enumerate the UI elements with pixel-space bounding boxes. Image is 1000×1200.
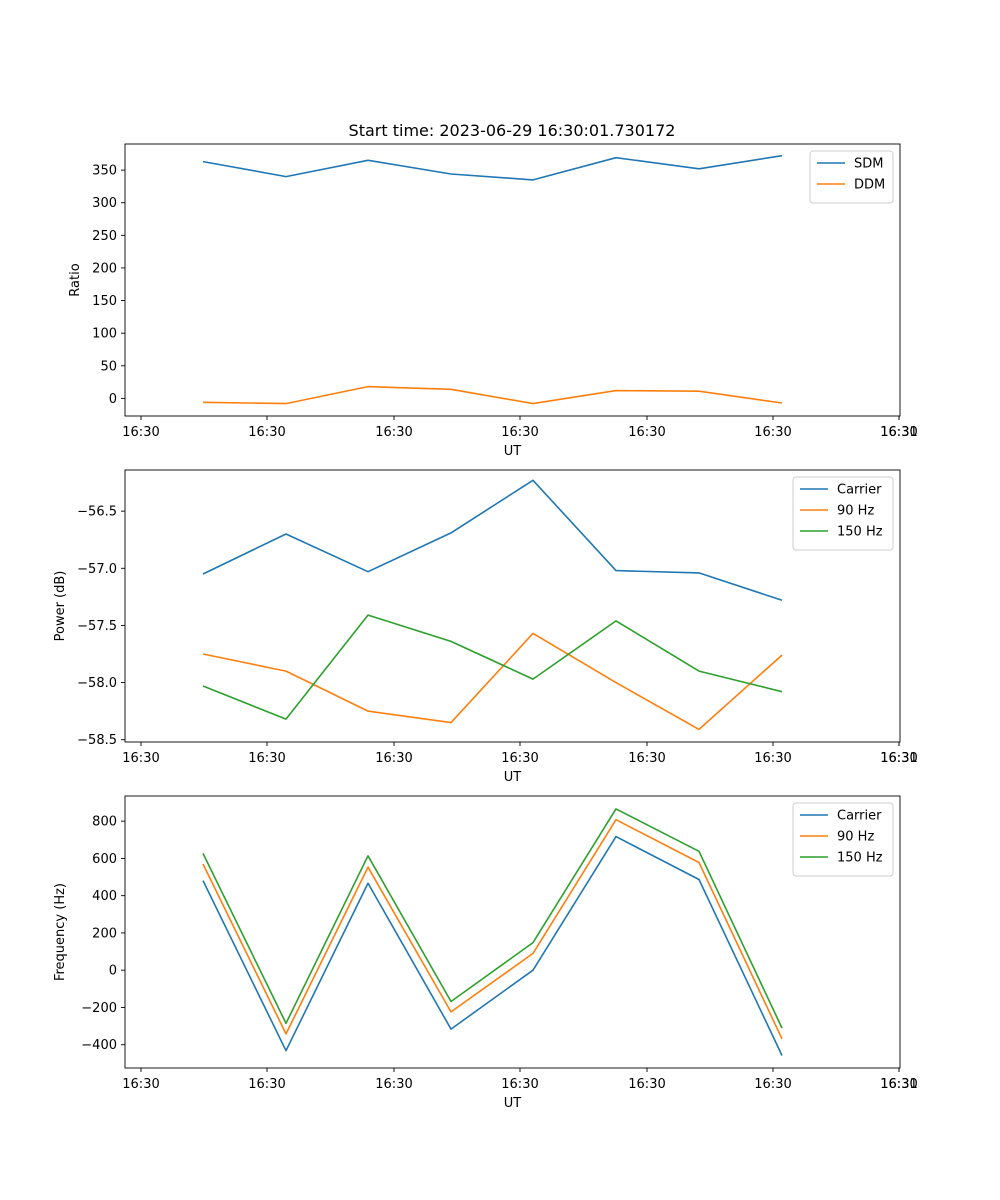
x-tick-label: 16:30 <box>754 425 791 440</box>
y-tick-label: 400 <box>92 889 117 904</box>
x-tick-label: 16:30 <box>122 425 159 440</box>
y-tick-label: 100 <box>92 327 117 342</box>
x-tick-label: 16:30 <box>754 751 791 766</box>
y-tick-label: −58.0 <box>77 676 117 691</box>
x-tick-label: 16:31 <box>880 751 917 766</box>
y-tick-label: 300 <box>92 196 117 211</box>
legend-label: 90 Hz <box>837 830 874 845</box>
y-tick-label: −57.0 <box>77 562 117 577</box>
series-line-90-hz <box>202 818 783 1040</box>
x-tick-label: 16:30 <box>501 751 538 766</box>
legend: Carrier 90 Hz 150 Hz <box>792 476 894 551</box>
x-tick-label: 16:30 <box>122 751 159 766</box>
legend-label: Carrier <box>837 809 882 824</box>
x-tick-label: 16:30 <box>628 1077 665 1092</box>
y-axis-label: Ratio <box>68 263 83 296</box>
y-tick-label: 600 <box>92 852 117 867</box>
legend: Carrier 90 Hz 150 Hz <box>792 802 894 877</box>
x-tick-label: 16:31 <box>880 425 917 440</box>
y-tick-label: 50 <box>100 359 117 374</box>
series-line-sdm <box>202 154 783 181</box>
x-tick-label: 16:30 <box>628 425 665 440</box>
series-line-90-hz <box>202 632 783 731</box>
axes-frame <box>124 143 901 417</box>
legend-label: 90 Hz <box>837 504 874 519</box>
series-line-carrier <box>202 479 783 602</box>
series-line-ddm <box>202 385 783 405</box>
x-tick-label: 16:30 <box>501 425 538 440</box>
series-line-150-hz <box>202 614 783 720</box>
y-axis-label: Frequency (Hz) <box>53 883 68 981</box>
y-tick-label: 200 <box>92 261 117 276</box>
y-tick-label: 0 <box>109 392 117 407</box>
x-tick-label: 16:30 <box>628 751 665 766</box>
y-tick-label: 250 <box>92 229 117 244</box>
legend-label: 150 Hz <box>837 851 883 866</box>
x-tick-label: 16:30 <box>880 425 917 440</box>
y-tick-label: 150 <box>92 294 117 309</box>
subplot-3: 16:30 16:30 16:30 16:30 16:30 16:30 16:3016:31… <box>53 795 918 1111</box>
legend-box <box>809 150 894 204</box>
x-axis-label: UT <box>504 770 522 785</box>
x-axis-label: UT <box>504 1096 522 1111</box>
x-tick-label: 16:30 <box>880 1077 917 1092</box>
legend-label: Carrier <box>837 483 882 498</box>
y-tick-label: 350 <box>92 164 117 179</box>
subplot-1: 16:30 16:30 16:30 16:30 16:30 16:30 16:3016:31… <box>68 143 918 459</box>
x-tick-label: 16:30 <box>501 1077 538 1092</box>
axes-frame <box>124 795 901 1069</box>
legend-label: SDM <box>854 157 883 172</box>
subplot-2: 16:30 16:30 16:30 16:30 16:30 16:30 16:3016:31… <box>53 469 918 785</box>
legend-label: 150 Hz <box>837 525 883 540</box>
axes-frame <box>124 469 901 743</box>
x-tick-label: 16:30 <box>248 751 285 766</box>
x-tick-label: 16:30 <box>880 751 917 766</box>
series-line-carrier <box>202 835 783 1056</box>
y-axis-label: Power (dB) <box>53 571 68 642</box>
y-tick-label: −56.5 <box>77 505 117 520</box>
x-tick-label: 16:30 <box>375 751 412 766</box>
x-tick-label: 16:30 <box>375 1077 412 1092</box>
legend-label: DDM <box>854 178 885 193</box>
figure-title: Start time: 2023-06-29 16:30:01.730172 <box>349 121 676 140</box>
x-tick-label: 16:30 <box>122 1077 159 1092</box>
x-tick-label: 16:30 <box>375 425 412 440</box>
y-tick-label: −58.5 <box>77 733 117 748</box>
y-tick-label: 200 <box>92 926 117 941</box>
y-tick-label: −200 <box>81 1001 117 1016</box>
subplots: 16:30 16:30 16:30 16:30 16:30 16:30 16:3016:31… <box>53 143 918 1111</box>
y-tick-label: −400 <box>81 1038 117 1053</box>
x-tick-label: 16:30 <box>248 425 285 440</box>
x-tick-label: 16:30 <box>754 1077 791 1092</box>
y-tick-label: 800 <box>92 815 117 830</box>
series-line-150-hz <box>202 808 783 1029</box>
y-tick-label: −57.5 <box>77 619 117 634</box>
legend: SDM DDM <box>809 150 894 204</box>
x-axis-label: UT <box>504 444 522 459</box>
x-tick-label: 16:30 <box>248 1077 285 1092</box>
x-tick-label: 16:31 <box>880 1077 917 1092</box>
y-tick-label: 0 <box>109 964 117 979</box>
